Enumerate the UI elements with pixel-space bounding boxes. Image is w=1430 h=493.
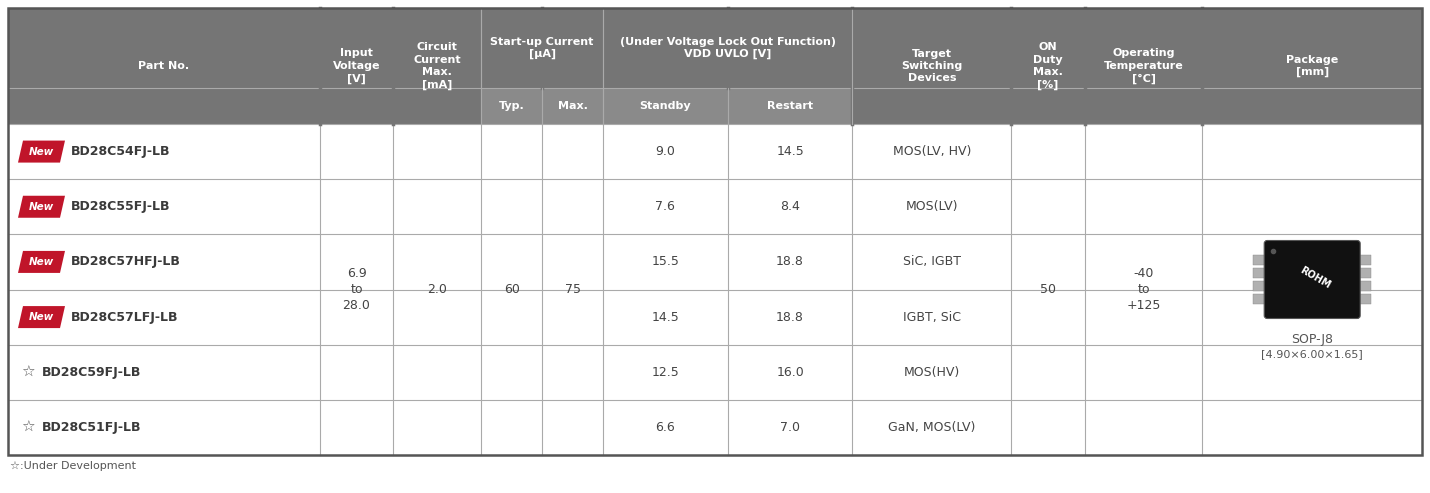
Text: 8.4: 8.4 — [781, 200, 799, 213]
Polygon shape — [19, 306, 64, 328]
Text: Circuit
Current
Max.
[mA]: Circuit Current Max. [mA] — [413, 42, 460, 90]
Text: 50: 50 — [1040, 283, 1055, 296]
Bar — [1085, 8, 1203, 124]
Text: New: New — [29, 202, 54, 212]
Text: 7.0: 7.0 — [781, 421, 801, 434]
Text: Standby: Standby — [639, 101, 691, 111]
Text: 18.8: 18.8 — [776, 255, 804, 268]
Text: MOS(LV): MOS(LV) — [905, 200, 958, 213]
Text: BD28C59FJ-LB: BD28C59FJ-LB — [41, 366, 142, 379]
Text: Input
Voltage
[V]: Input Voltage [V] — [333, 48, 380, 83]
Text: [4.90×6.00×1.65]: [4.90×6.00×1.65] — [1261, 350, 1363, 359]
Text: SiC, IGBT: SiC, IGBT — [902, 255, 961, 268]
Bar — [9, 179, 1421, 234]
Text: 9.0: 9.0 — [655, 145, 675, 158]
Bar — [9, 8, 320, 124]
Text: ☆: ☆ — [21, 365, 34, 380]
Bar — [482, 88, 542, 124]
Bar — [1253, 294, 1267, 304]
Bar — [393, 8, 482, 124]
Text: BD28C57HFJ-LB: BD28C57HFJ-LB — [72, 255, 180, 268]
Text: 12.5: 12.5 — [652, 366, 679, 379]
Text: MOS(HV): MOS(HV) — [904, 366, 960, 379]
Bar — [1011, 8, 1085, 124]
Text: SOP-J8: SOP-J8 — [1291, 333, 1333, 347]
Bar — [9, 8, 1421, 88]
Bar — [1357, 281, 1371, 291]
Bar — [1253, 281, 1267, 291]
Text: 6.6: 6.6 — [655, 421, 675, 434]
Bar — [1203, 8, 1421, 124]
Bar — [603, 88, 728, 124]
Bar — [1253, 268, 1267, 278]
Text: Target
Switching
Devices: Target Switching Devices — [901, 49, 962, 83]
Text: Package
[mm]: Package [mm] — [1286, 55, 1338, 77]
Bar — [542, 88, 603, 124]
Bar — [9, 345, 1421, 400]
Text: ROHM: ROHM — [1298, 265, 1333, 290]
Text: 6.9
to
28.0: 6.9 to 28.0 — [343, 267, 370, 312]
Polygon shape — [19, 196, 64, 218]
Text: (Under Voltage Lock Out Function)
VDD UVLO [V]: (Under Voltage Lock Out Function) VDD UV… — [619, 36, 835, 59]
Bar — [1357, 294, 1371, 304]
Text: ON
Duty
Max.
[%]: ON Duty Max. [%] — [1032, 42, 1062, 90]
Text: Restart: Restart — [766, 101, 814, 111]
Text: 75: 75 — [565, 283, 581, 296]
Text: BD28C54FJ-LB: BD28C54FJ-LB — [72, 145, 170, 158]
Text: Typ.: Typ. — [499, 101, 525, 111]
Text: 15.5: 15.5 — [652, 255, 679, 268]
Text: New: New — [29, 312, 54, 322]
Bar — [1357, 255, 1371, 265]
Text: 2.0: 2.0 — [428, 283, 448, 296]
Bar — [1253, 255, 1267, 265]
Text: ☆: ☆ — [21, 420, 34, 435]
Bar — [9, 400, 1421, 455]
Bar — [320, 8, 393, 124]
Text: Max.: Max. — [558, 101, 588, 111]
Text: Start-up Current
[μA]: Start-up Current [μA] — [490, 36, 593, 59]
Text: 14.5: 14.5 — [776, 145, 804, 158]
Polygon shape — [19, 141, 64, 163]
Text: Operating
Temperature
[°C]: Operating Temperature [°C] — [1104, 48, 1184, 84]
Text: 18.8: 18.8 — [776, 311, 804, 323]
Polygon shape — [19, 251, 64, 273]
Text: New: New — [29, 257, 54, 267]
Text: 16.0: 16.0 — [776, 366, 804, 379]
FancyBboxPatch shape — [1264, 241, 1360, 318]
Text: BD28C57LFJ-LB: BD28C57LFJ-LB — [72, 311, 179, 323]
Text: 60: 60 — [503, 283, 519, 296]
Bar — [9, 234, 1421, 289]
Bar — [852, 8, 1011, 124]
Text: BD28C55FJ-LB: BD28C55FJ-LB — [72, 200, 170, 213]
Text: MOS(LV, HV): MOS(LV, HV) — [892, 145, 971, 158]
Text: ☆:Under Development: ☆:Under Development — [10, 461, 136, 471]
Text: 7.6: 7.6 — [655, 200, 675, 213]
Text: 14.5: 14.5 — [652, 311, 679, 323]
Text: IGBT, SiC: IGBT, SiC — [902, 311, 961, 323]
Bar — [9, 124, 1421, 179]
Text: Part No.: Part No. — [139, 61, 189, 71]
Text: GaN, MOS(LV): GaN, MOS(LV) — [888, 421, 975, 434]
Text: New: New — [29, 146, 54, 157]
Bar — [728, 88, 852, 124]
Bar — [9, 289, 1421, 345]
Bar — [1357, 268, 1371, 278]
Text: BD28C51FJ-LB: BD28C51FJ-LB — [41, 421, 142, 434]
Text: -40
to
+125: -40 to +125 — [1127, 267, 1161, 312]
